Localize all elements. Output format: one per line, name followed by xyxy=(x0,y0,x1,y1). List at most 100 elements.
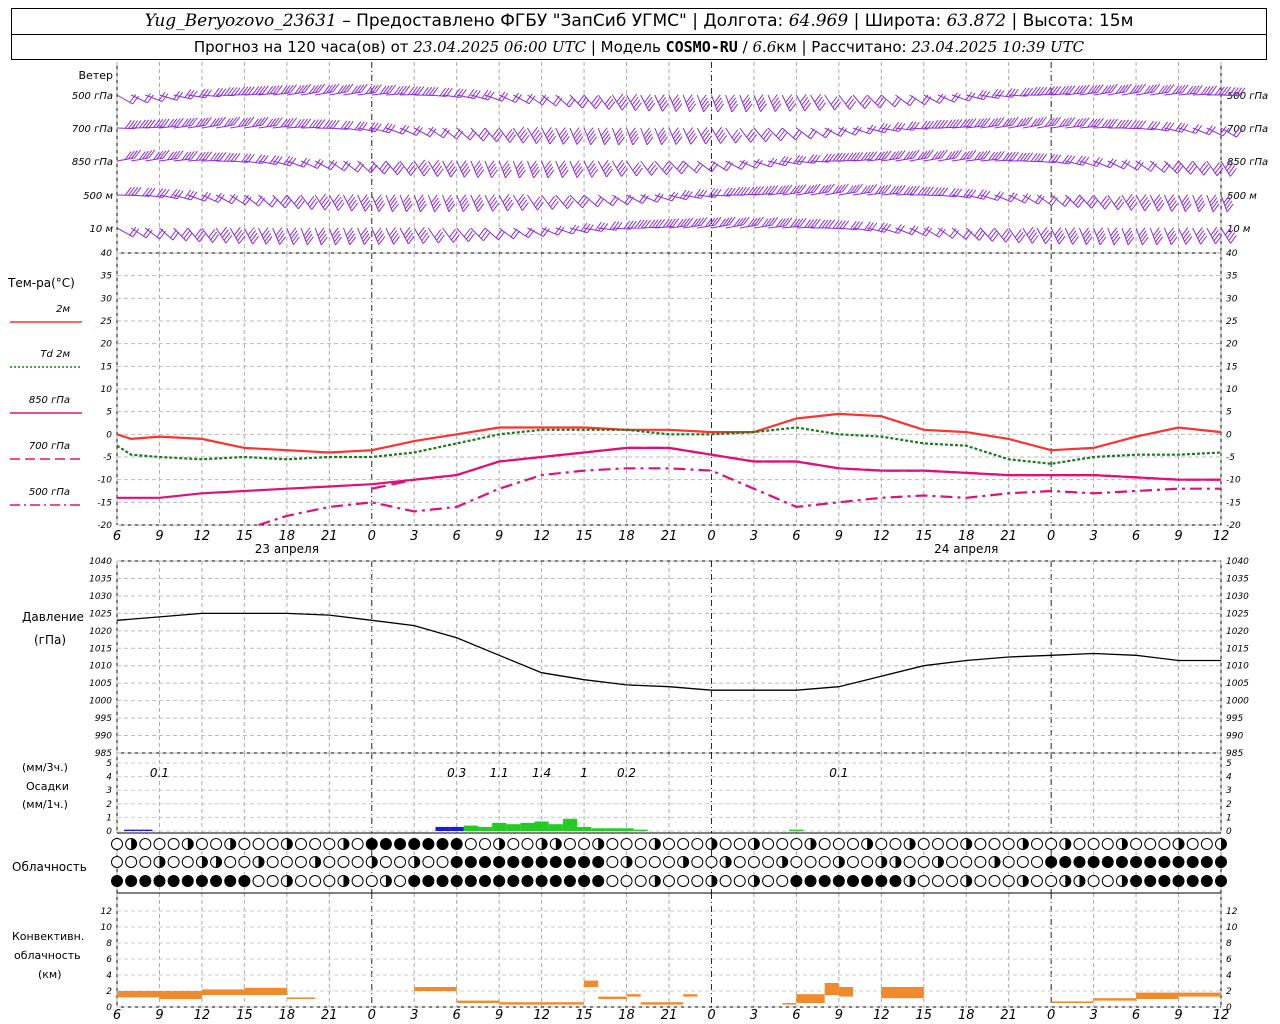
wind-barb-feather xyxy=(547,132,555,142)
wind-barb-feather xyxy=(700,127,708,136)
wind-barb-feather xyxy=(725,217,733,226)
wind-barb-feather xyxy=(948,150,956,160)
wind-barb-feather xyxy=(1141,236,1149,246)
wind-barb-feather xyxy=(519,129,526,138)
wind-barb-feather xyxy=(468,233,475,242)
wind-barb-feather xyxy=(252,86,260,95)
wind-barb-feather xyxy=(176,117,184,127)
conv-cloud-bar xyxy=(414,987,457,991)
cloud-cover-circle xyxy=(139,856,152,868)
wind-barb-feather xyxy=(716,100,723,110)
wind-barb-feather xyxy=(980,117,988,127)
wind-barb-feather xyxy=(462,203,470,213)
pressure-y-label-right: 1030 xyxy=(1226,592,1249,602)
wind-barb xyxy=(484,127,497,143)
wind-barb-feather xyxy=(1209,194,1217,204)
wind-barb-feather xyxy=(671,127,679,136)
wind-barb-feather xyxy=(531,163,538,173)
temp-title: Тем-ра(°C) xyxy=(7,276,75,290)
alt-value: 15м xyxy=(1098,11,1134,31)
wind-barb xyxy=(1135,194,1146,212)
wind-barb-feather xyxy=(392,203,399,213)
wind-barb-feather xyxy=(983,150,991,160)
wind-barb-feather xyxy=(487,160,495,170)
wind-barb xyxy=(696,127,707,145)
wind-barb-feather xyxy=(227,152,234,162)
wind-barb-feather xyxy=(275,227,283,236)
wind-barb-feather xyxy=(416,194,424,204)
wind-barb-feather xyxy=(1155,233,1162,243)
wind-barb-feather xyxy=(1224,226,1232,236)
conv-cloud-bar xyxy=(1093,998,1137,1001)
wind-barb-feather xyxy=(223,118,231,127)
conv-cloud-bar xyxy=(1051,1001,1094,1003)
wind-barb-feather xyxy=(276,84,283,94)
calc-time: 23.04.2025 10:39 UTC xyxy=(911,38,1085,56)
wind-barb-feather xyxy=(379,160,387,170)
cloud-cover-circle xyxy=(634,856,647,868)
wind-barb-feather xyxy=(473,160,481,169)
wind-barb-feather xyxy=(813,183,821,193)
wind-barb-feather xyxy=(969,189,977,199)
wind-level-label-left: 700 гПа xyxy=(72,124,113,135)
wind-barb-feather xyxy=(1070,233,1078,242)
wind-barb-feather xyxy=(142,187,150,197)
wind-barb-feather xyxy=(363,236,371,246)
wind-barb-feather xyxy=(931,119,939,129)
cloud-cover-circle xyxy=(309,838,322,850)
wind-barb xyxy=(1050,194,1066,207)
wind-barb-feather xyxy=(669,218,676,228)
wind-barb-feather xyxy=(374,227,382,236)
wind-barb-feather xyxy=(617,133,624,143)
wind-barb-feather xyxy=(719,218,727,227)
wind-barb xyxy=(994,227,1007,243)
wind-barb-feather xyxy=(1142,199,1150,209)
wind-barb-feather xyxy=(362,197,369,206)
conv-y-label-left: 2 xyxy=(106,987,112,997)
wind-barb xyxy=(824,94,836,111)
wind-barb-feather xyxy=(1090,118,1098,128)
wind-barb-feather xyxy=(1019,152,1027,162)
wind-barb-feather xyxy=(633,99,641,109)
wind-barb-feather xyxy=(407,86,415,96)
wind-barb-feather xyxy=(395,164,402,173)
wind-barb-feather xyxy=(1118,84,1126,94)
wind-barb-feather xyxy=(283,155,291,165)
wind-barb-feather xyxy=(949,119,956,128)
wind-barb-feather xyxy=(1182,230,1190,239)
wind-barb xyxy=(1149,160,1165,173)
wind-barb-feather xyxy=(1153,83,1161,93)
wind-barb-feather xyxy=(351,202,359,212)
wind-barb-feather xyxy=(745,103,753,113)
wind-barb-feather xyxy=(988,151,996,161)
wind-barb-feather xyxy=(145,150,153,159)
wind-barb-feather xyxy=(892,151,900,160)
wind-barb-feather xyxy=(760,103,767,113)
cloud-cover-circle xyxy=(974,838,987,850)
conv-y-label-left: 8 xyxy=(106,939,112,949)
wind-barb-feather xyxy=(244,117,252,126)
wind-barb-feather xyxy=(377,233,384,242)
wind-barb-feather xyxy=(952,119,960,128)
wind-barb-feather xyxy=(1096,158,1104,167)
cloud-cover-circle xyxy=(1045,856,1058,868)
x-tick-label: 3 xyxy=(750,1008,758,1023)
wind-barb-feather xyxy=(648,219,656,228)
temp-y-label-left: 25 xyxy=(101,317,113,327)
cloud-cover-circle xyxy=(394,875,407,887)
wind-barb-feather xyxy=(319,193,327,203)
wind-barb-feather xyxy=(764,217,772,227)
cloud-cover-circle xyxy=(379,856,392,868)
wind-barb-feather xyxy=(422,235,430,244)
wind-barb-feather xyxy=(716,129,724,139)
wind-barb-feather xyxy=(977,189,984,198)
wind-barb xyxy=(739,127,751,143)
wind-barb-feather xyxy=(689,103,697,113)
wind-barb-feather xyxy=(247,86,255,95)
wind-barb-feather xyxy=(1033,86,1041,96)
wind-barb xyxy=(541,194,553,210)
cloud-cover-circle xyxy=(224,875,237,887)
wind-barb xyxy=(286,227,294,245)
wind-barb-feather xyxy=(665,218,673,228)
wind-barb-feather xyxy=(301,118,308,128)
